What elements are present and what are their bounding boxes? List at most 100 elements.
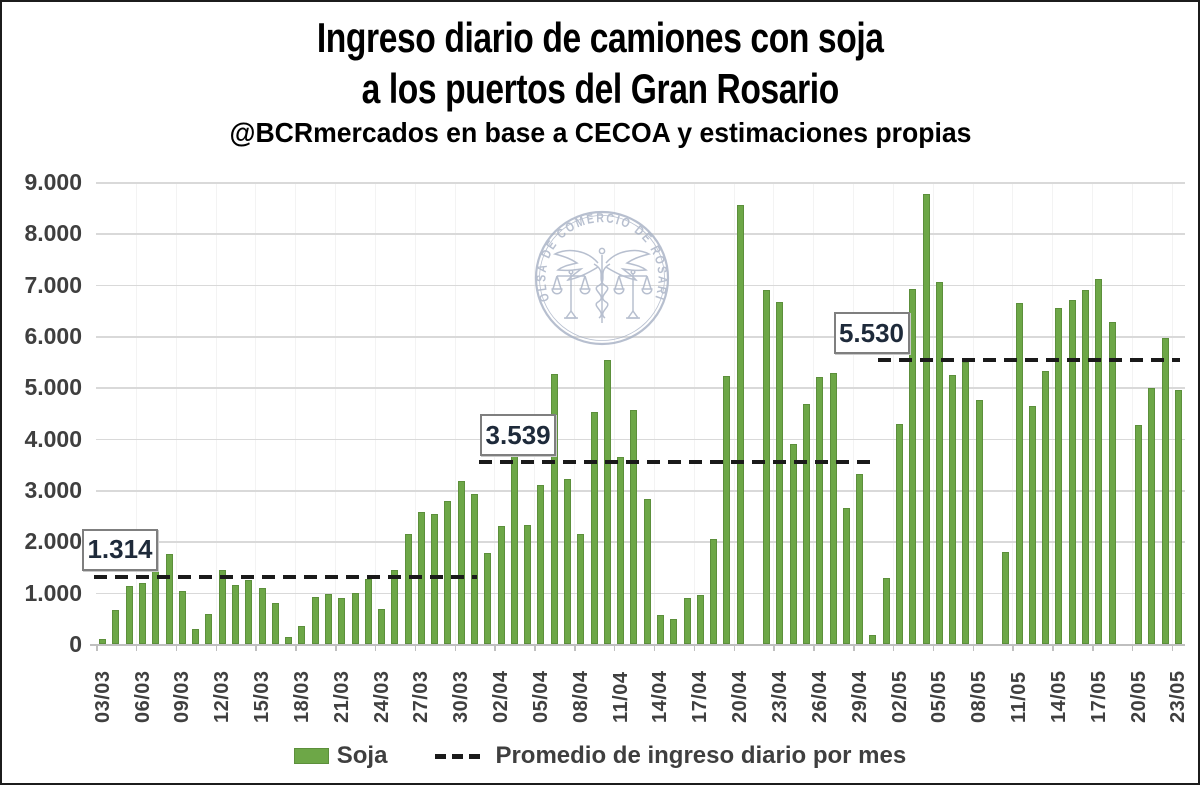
vertical-gridline bbox=[574, 182, 576, 644]
bar bbox=[351, 593, 359, 644]
x-axis-label: 23/05 bbox=[1167, 670, 1190, 723]
x-axis-label: 14/05 bbox=[1047, 670, 1070, 723]
bar bbox=[364, 578, 372, 644]
average-line bbox=[479, 460, 875, 465]
bar bbox=[192, 628, 200, 644]
bar bbox=[550, 373, 558, 644]
caduceus-snake-left bbox=[593, 263, 609, 319]
vertical-gridline bbox=[1131, 182, 1133, 644]
x-axis-label: 27/03 bbox=[410, 670, 433, 723]
average-label-box: 1.314 bbox=[82, 528, 158, 571]
bar bbox=[205, 614, 213, 644]
bar bbox=[497, 526, 505, 644]
x-axis-tick bbox=[613, 644, 616, 651]
bar bbox=[152, 553, 160, 644]
average-line bbox=[877, 358, 1181, 363]
x-axis-tick bbox=[1052, 644, 1054, 651]
x-axis-tick bbox=[1092, 644, 1094, 651]
bar bbox=[856, 473, 864, 644]
bar bbox=[683, 597, 691, 644]
y-axis-label: 5.000 bbox=[24, 374, 82, 401]
chart-header: Ingreso diario de camiones con soja a lo… bbox=[2, 12, 1198, 150]
bar bbox=[896, 424, 903, 644]
bar bbox=[723, 375, 731, 644]
caduceus-staff-finial bbox=[598, 247, 606, 255]
x-axis-tick bbox=[574, 644, 576, 651]
y-axis-label: 8.000 bbox=[24, 220, 82, 247]
balance-scale-left bbox=[551, 269, 591, 319]
bar bbox=[696, 595, 704, 644]
bar bbox=[1174, 389, 1182, 644]
bar bbox=[285, 636, 293, 644]
y-axis-label: 6.000 bbox=[24, 323, 82, 349]
bar bbox=[245, 580, 253, 644]
bar bbox=[829, 373, 837, 644]
bar bbox=[324, 593, 332, 644]
bar bbox=[484, 552, 492, 644]
x-axis-tick bbox=[733, 644, 735, 651]
legend-average-dash-icon bbox=[435, 753, 486, 759]
x-axis-tick bbox=[295, 644, 297, 651]
gridline bbox=[96, 541, 1185, 543]
bar bbox=[590, 412, 598, 644]
chart-source: @BCRmercados en base a CECOA y estimacio… bbox=[229, 117, 971, 148]
bar bbox=[139, 582, 146, 644]
bar bbox=[271, 602, 279, 644]
bar bbox=[1095, 278, 1103, 644]
vertical-gridline bbox=[773, 182, 775, 644]
bar bbox=[338, 598, 346, 644]
legend-soja-swatch-icon bbox=[293, 748, 329, 764]
x-axis-label: 06/03 bbox=[131, 670, 154, 723]
bar bbox=[1081, 289, 1089, 644]
x-axis-label: 05/04 bbox=[529, 670, 552, 723]
vertical-gridline bbox=[494, 182, 496, 644]
bar bbox=[1135, 425, 1142, 644]
bar bbox=[803, 404, 810, 644]
vertical-gridline bbox=[972, 182, 974, 644]
vertical-gridline bbox=[374, 182, 376, 644]
bar bbox=[444, 501, 452, 644]
bar bbox=[165, 553, 173, 644]
bar bbox=[178, 591, 186, 644]
x-axis-tick bbox=[414, 644, 417, 651]
bar bbox=[1028, 406, 1036, 644]
vertical-gridline bbox=[932, 182, 934, 644]
y-axis-label: 1.000 bbox=[24, 579, 82, 606]
caduceus-wing-left bbox=[552, 249, 599, 282]
x-axis-tick bbox=[255, 644, 257, 651]
bar bbox=[1055, 307, 1063, 644]
x-axis-tick bbox=[1131, 644, 1134, 651]
bar bbox=[1148, 387, 1156, 644]
bar bbox=[1068, 300, 1076, 644]
x-axis-label: 30/03 bbox=[450, 670, 473, 723]
caduceus-wing-right bbox=[605, 249, 652, 282]
bar bbox=[789, 443, 797, 644]
vertical-gridline bbox=[135, 182, 137, 644]
gridline bbox=[96, 490, 1185, 492]
vertical-gridline bbox=[613, 182, 615, 644]
x-axis-label: 18/03 bbox=[290, 670, 313, 723]
bar bbox=[311, 596, 319, 644]
x-axis-label: 02/05 bbox=[888, 670, 911, 723]
vertical-gridline bbox=[1052, 182, 1054, 644]
x-axis-tick bbox=[494, 644, 496, 651]
x-axis-tick bbox=[773, 644, 775, 651]
bar bbox=[935, 282, 943, 644]
x-axis-label: 24/03 bbox=[370, 670, 393, 723]
bar bbox=[882, 577, 890, 644]
vertical-gridline bbox=[414, 182, 416, 644]
vertical-gridline bbox=[693, 182, 695, 644]
bar bbox=[431, 513, 439, 644]
bar bbox=[564, 478, 571, 644]
y-axis-label: 3.000 bbox=[24, 477, 82, 503]
bar bbox=[656, 615, 664, 644]
x-axis-tick bbox=[215, 644, 217, 651]
y-axis-label: 2.000 bbox=[24, 528, 82, 555]
bar bbox=[776, 302, 784, 644]
y-axis-label: 4.000 bbox=[24, 425, 82, 452]
average-label-box: 3.539 bbox=[480, 414, 557, 457]
vertical-gridline bbox=[892, 182, 894, 644]
caduceus-snake-right bbox=[595, 263, 611, 319]
vertical-gridline bbox=[733, 182, 735, 644]
bar bbox=[630, 410, 638, 644]
